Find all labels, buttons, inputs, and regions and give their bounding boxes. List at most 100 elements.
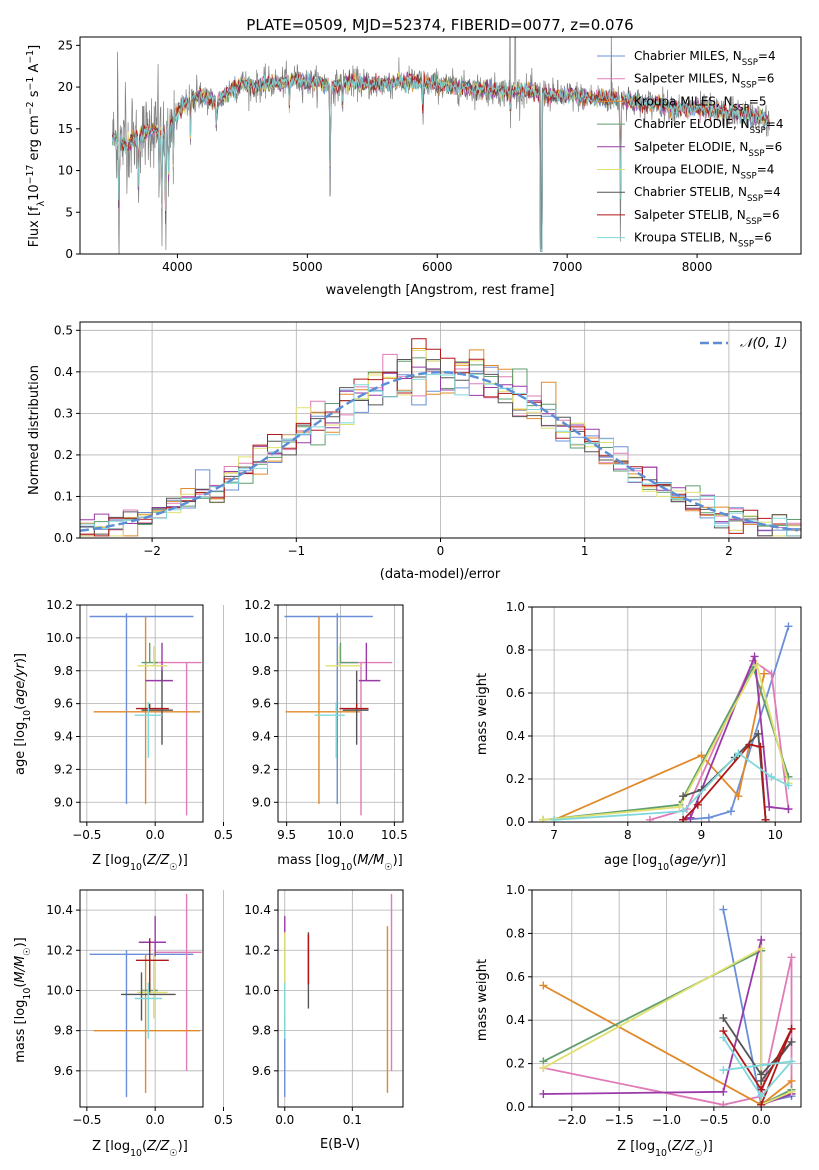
label-part: ] xyxy=(27,45,42,50)
y-tick-label: 0.2 xyxy=(506,1057,525,1071)
weight-line xyxy=(683,626,790,821)
weight-marker xyxy=(719,1087,728,1096)
y-tick-label: 0.3 xyxy=(54,406,73,420)
weight-marker xyxy=(550,815,559,822)
y-tick-label: 9.6 xyxy=(54,697,73,711)
x-tick-label: 10 xyxy=(768,828,783,842)
x-tick-label: 7 xyxy=(550,828,558,842)
weight-marker xyxy=(787,953,796,962)
plot-area xyxy=(539,622,793,822)
y-axis-label: mass weight xyxy=(475,959,490,1041)
x-tick-label: 10.5 xyxy=(381,828,408,842)
axes-mass_vs_ebv: 0.0 0.1 9.6 9.8 10.0 10.2 10.4 E(B-V) xyxy=(244,889,404,1152)
weight-marker xyxy=(750,652,759,661)
label-part: 10 xyxy=(657,862,669,873)
y-tick-label: 0.2 xyxy=(54,448,73,462)
y-axis-label: Flux [fλ10−17 erg cm−2 s−1 A−1] xyxy=(25,45,47,247)
y-tick-label: 0.2 xyxy=(506,772,525,786)
x-tick-label: −0.5 xyxy=(72,828,101,842)
figure-title: PLATE=0509, MJD=52374, FIBERID=0077, z=0… xyxy=(246,16,633,34)
residual-histogram xyxy=(80,373,801,537)
label-part: mass [log xyxy=(277,853,340,868)
label-part: SSP xyxy=(742,58,758,68)
label-part: −2 xyxy=(25,101,36,115)
y-tick-label: 9.8 xyxy=(54,1024,73,1038)
y-axis-label: Normed distribution xyxy=(27,365,42,495)
weight-line xyxy=(722,1037,794,1098)
label-part: A xyxy=(27,64,42,77)
label-part: ☉ xyxy=(384,862,392,873)
weight-marker xyxy=(539,815,548,822)
axes-age_vs_mass: 9.5 10.0 10.5 9.0 9.2 9.4 9.6 9.8 10.0 10.2 mass [… xyxy=(244,598,407,873)
label-part: −1 xyxy=(25,50,36,64)
weight-marker xyxy=(754,729,763,738)
label-part: SSP xyxy=(746,217,762,227)
label-part: =6 xyxy=(765,140,783,154)
label-part: =6 xyxy=(762,208,780,222)
weight-marker xyxy=(719,1066,728,1075)
label-part: Z [log xyxy=(617,1139,655,1154)
x-axis-label: (data-model)/error xyxy=(380,567,501,582)
weight-marker xyxy=(539,981,548,990)
label-part: SSP xyxy=(741,81,757,91)
weight-marker xyxy=(784,781,793,790)
axes-frame xyxy=(79,36,802,255)
weight-marker xyxy=(787,1087,796,1096)
x-axis-label: mass [log10(M/M☉)] xyxy=(277,853,403,873)
label-part: erg cm xyxy=(27,115,42,164)
weight-marker xyxy=(539,1089,548,1098)
label-part: Chabrier MILES, N xyxy=(634,49,742,63)
plot-area xyxy=(284,894,393,1097)
weight-marker xyxy=(787,1076,796,1085)
label-part: M/M xyxy=(357,853,384,868)
weight-line xyxy=(543,957,793,1106)
label-part: =4 xyxy=(757,163,775,177)
y-tick-label: 9.8 xyxy=(54,664,73,678)
label-part: age/yr xyxy=(13,661,28,704)
y-tick-label: 0.8 xyxy=(506,643,525,657)
label-part: Z [log xyxy=(92,1139,130,1154)
plot-area xyxy=(539,905,796,1107)
label-part: Z [log xyxy=(92,853,130,868)
x-tick-label: −2 xyxy=(143,544,161,558)
y-tick-label: 0.6 xyxy=(506,970,525,984)
x-tick-label: 10.0 xyxy=(327,828,354,842)
label-part: Z/Z xyxy=(146,853,170,868)
axes-weight_vs_Z: −2.0 −1.5 −1.0 −0.5 0.0 0.0 0.2 0.4 0.6 0.8 1.0 Z [… xyxy=(475,883,802,1159)
weight-marker xyxy=(697,751,706,760)
weight-marker xyxy=(675,802,684,811)
plot-area xyxy=(89,894,202,1097)
weight-marker xyxy=(752,661,761,670)
weight-marker xyxy=(757,1100,766,1107)
label-part: SSP xyxy=(747,194,763,204)
weight-marker xyxy=(767,772,776,781)
label-part: ☉ xyxy=(22,947,33,955)
y-tick-label: 0.6 xyxy=(506,686,525,700)
y-tick-label: 10.4 xyxy=(46,903,73,917)
y-tick-label: 0.4 xyxy=(506,729,525,743)
y-tick-label: 0.5 xyxy=(54,323,73,337)
legend-entry: Kroupa ELODIE, NSSP=4 xyxy=(634,163,774,182)
weight-marker xyxy=(787,1024,796,1033)
x-axis-label: Z [log10(Z/Z☉)] xyxy=(92,1139,188,1159)
plot-area xyxy=(112,37,770,254)
label-part: λ xyxy=(36,200,47,206)
x-tick-label: 0.5 xyxy=(214,828,233,842)
weight-marker xyxy=(784,622,793,631)
axes-frame xyxy=(79,889,204,1108)
label-part: =6 xyxy=(754,231,772,245)
y-tick-label: 0.4 xyxy=(506,1013,525,1027)
label-part: ( xyxy=(13,705,28,710)
weight-marker xyxy=(679,815,688,822)
label-part: ☉ xyxy=(694,1148,702,1159)
label-part: SSP xyxy=(738,240,754,250)
y-tick-label: 10.2 xyxy=(244,598,271,612)
x-tick-label: 0.0 xyxy=(275,1113,294,1127)
label-part: −1 xyxy=(25,77,36,91)
weight-marker xyxy=(726,807,735,816)
label-part: ☉ xyxy=(169,1148,177,1159)
weight-marker xyxy=(679,807,688,816)
y-axis-label: age [log10(age/yr)] xyxy=(13,653,33,775)
